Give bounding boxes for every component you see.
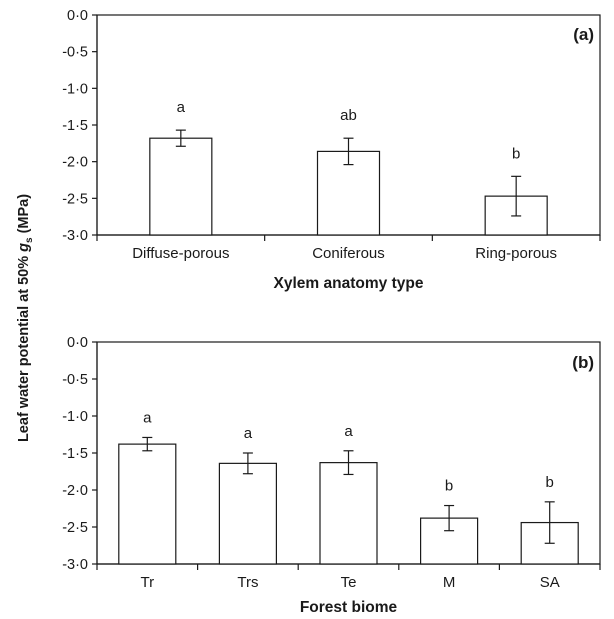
y-tick-label: -3·0: [62, 557, 88, 573]
x-category-label: SA: [540, 574, 560, 591]
significance-letter: b: [445, 478, 453, 495]
bar-tr: [118, 443, 177, 565]
y-tick-label: 0·0: [67, 8, 88, 24]
y-axis-label-prefix: Leaf water potential at 50%: [16, 252, 32, 442]
bar-trs: [218, 462, 277, 565]
significance-letter: a: [344, 423, 353, 440]
y-tick-label: -2·5: [62, 520, 88, 536]
significance-letter: ab: [340, 107, 357, 124]
x-category-label: Diffuse-porous: [132, 245, 229, 262]
x-category-label: M: [443, 574, 456, 591]
bar-coniferous: [316, 150, 381, 236]
x-category-label: Coniferous: [312, 245, 385, 262]
y-axis-label-subscript: s: [24, 237, 35, 243]
y-tick-label: -2·0: [62, 483, 88, 499]
bar-diffuse-porous: [149, 137, 213, 236]
x-category-label: Trs: [237, 574, 258, 591]
x-category-label: Ring-porous: [475, 245, 557, 262]
x-axis-title: Forest biome: [300, 599, 398, 616]
x-category-label: Tr: [140, 574, 154, 591]
x-axis-title: Xylem anatomy type: [274, 275, 424, 292]
x-category-label: Te: [341, 574, 357, 591]
y-tick-label: -2·5: [62, 191, 88, 207]
significance-letter: a: [244, 425, 253, 442]
y-tick-label: 0·0: [67, 335, 88, 351]
y-tick-label: -1·5: [62, 446, 88, 462]
significance-letter: b: [512, 145, 520, 162]
y-tick-label: -1·0: [62, 81, 88, 97]
significance-letter: a: [177, 99, 186, 116]
y-axis-label: Leaf water potential at 50% gs (MPa): [16, 194, 35, 442]
y-tick-label: -2·0: [62, 155, 88, 171]
panel-label: (a): [573, 25, 594, 44]
panel-b: 0·0 -0·5 -1·0 -1·5 -2·0 -2·5 -3·0 a Tr a Trs a Te b Mb…: [62, 335, 601, 616]
bar-te: [319, 462, 378, 565]
y-tick-label: -0·5: [62, 45, 88, 61]
y-tick-label: -1·0: [62, 409, 88, 425]
panel-a: 0·0 -0·5 -1·0 -1·5 -2·0 -2·5 -3·0 a Diffuse-poro…: [62, 8, 601, 292]
y-tick-label: -3·0: [62, 228, 88, 244]
significance-letter: b: [546, 474, 554, 491]
significance-letter: a: [143, 409, 152, 426]
y-axis-label-symbol: g: [16, 243, 32, 253]
panel-label: (b): [572, 353, 594, 372]
y-tick-label: -0·5: [62, 372, 88, 388]
y-axis-label-suffix: (MPa): [16, 194, 32, 238]
y-tick-label: -1·5: [62, 118, 88, 134]
